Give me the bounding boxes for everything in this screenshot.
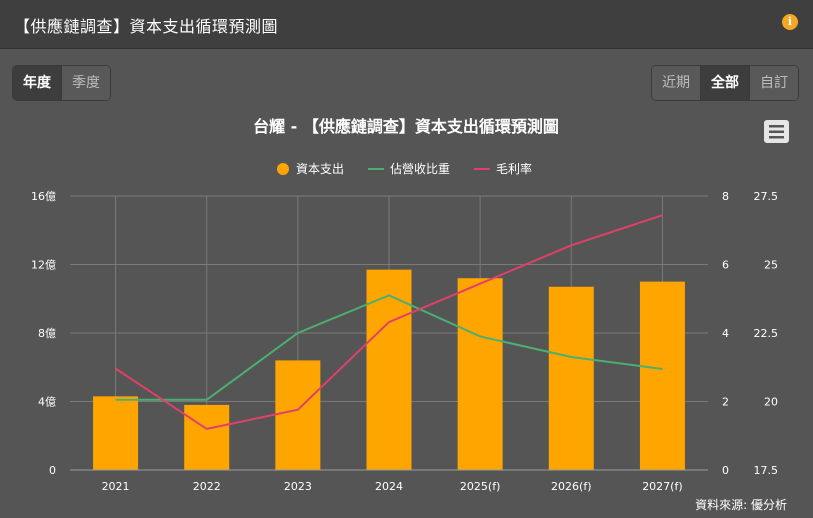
bar-capex (639, 281, 685, 470)
legend-label-gross-margin: 毛利率 (496, 161, 532, 176)
info-icon[interactable]: i (782, 14, 798, 30)
y-right2-tick-label: 22.5 (754, 327, 779, 340)
chart-title: 台耀 - 【供應鏈調查】資本支出循環預測圖 (253, 117, 559, 136)
y-right1-tick-label: 4 (722, 327, 729, 340)
x-tick-label: 2024 (375, 480, 403, 493)
bar-capex (548, 286, 594, 470)
legend-label-revenue-ratio: 佔營收比重 (390, 162, 450, 176)
hamburger-menu-icon[interactable] (764, 120, 789, 143)
y-right2-tick-label: 17.5 (754, 464, 779, 477)
range-recent-button[interactable]: 近期 (652, 66, 701, 100)
y-left-tick-label: 4億 (38, 396, 56, 409)
y-right2-tick-label: 27.5 (754, 190, 779, 203)
y-right1-tick-label: 0 (722, 464, 729, 477)
legend-label-capex: 資本支出 (296, 162, 344, 176)
y-right2-tick-label: 25 (764, 259, 778, 272)
range-toggle: 近期 全部 自訂 (651, 65, 799, 101)
y-left-tick-label: 8億 (38, 327, 56, 340)
bar-capex (275, 360, 321, 470)
source-note: 資料來源: 優分析 (695, 498, 787, 512)
x-tick-label: 2025(f) (460, 480, 500, 493)
y-right1-tick-label: 8 (722, 190, 729, 203)
y-left-tick-label: 16億 (31, 190, 56, 203)
line-revenue-ratio (115, 294, 663, 401)
x-tick-label: 2027(f) (642, 480, 682, 493)
y-right2-tick-label: 20 (764, 396, 778, 409)
y-right1-tick-label: 6 (722, 259, 729, 272)
bar-capex (184, 404, 230, 470)
line-series (115, 214, 663, 430)
x-tick-label: 2023 (284, 480, 312, 493)
panel-header: 【供應鏈調查】資本支出循環預測圖 i (0, 0, 813, 49)
range-custom-button[interactable]: 自訂 (750, 66, 798, 100)
x-tick-label: 2021 (102, 480, 130, 493)
x-tick-label: 2026(f) (551, 480, 591, 493)
bar-series (93, 269, 685, 470)
chart-legend: 資本支出 佔營收比重 毛利率 (277, 161, 532, 176)
y-left-tick-label: 12億 (31, 259, 56, 272)
tab-quarterly[interactable]: 季度 (62, 66, 110, 100)
y-right1-tick-label: 2 (722, 396, 729, 409)
chart: 台耀 - 【供應鏈調查】資本支出循環預測圖 資本支出 佔營收比重 毛利率 0 4億 8億… (31, 117, 789, 493)
y-left-tick-label: 0 (49, 464, 56, 477)
range-all-button[interactable]: 全部 (701, 66, 750, 100)
tab-yearly[interactable]: 年度 (13, 66, 62, 100)
bar-capex (457, 278, 503, 470)
bar-capex (366, 269, 412, 470)
x-tick-label: 2022 (193, 480, 221, 493)
bar-capex (93, 396, 139, 470)
period-toggle: 年度 季度 (12, 65, 111, 101)
line-gross-margin (115, 214, 663, 430)
legend-marker-capex (277, 163, 289, 175)
panel-title: 【供應鏈調查】資本支出循環預測圖 (14, 17, 279, 36)
chart-axes: 0 4億 8億 12億 16億 0 2 4 6 8 17.5 20 22.5 25 27.5 2021 2022… (31, 190, 778, 493)
